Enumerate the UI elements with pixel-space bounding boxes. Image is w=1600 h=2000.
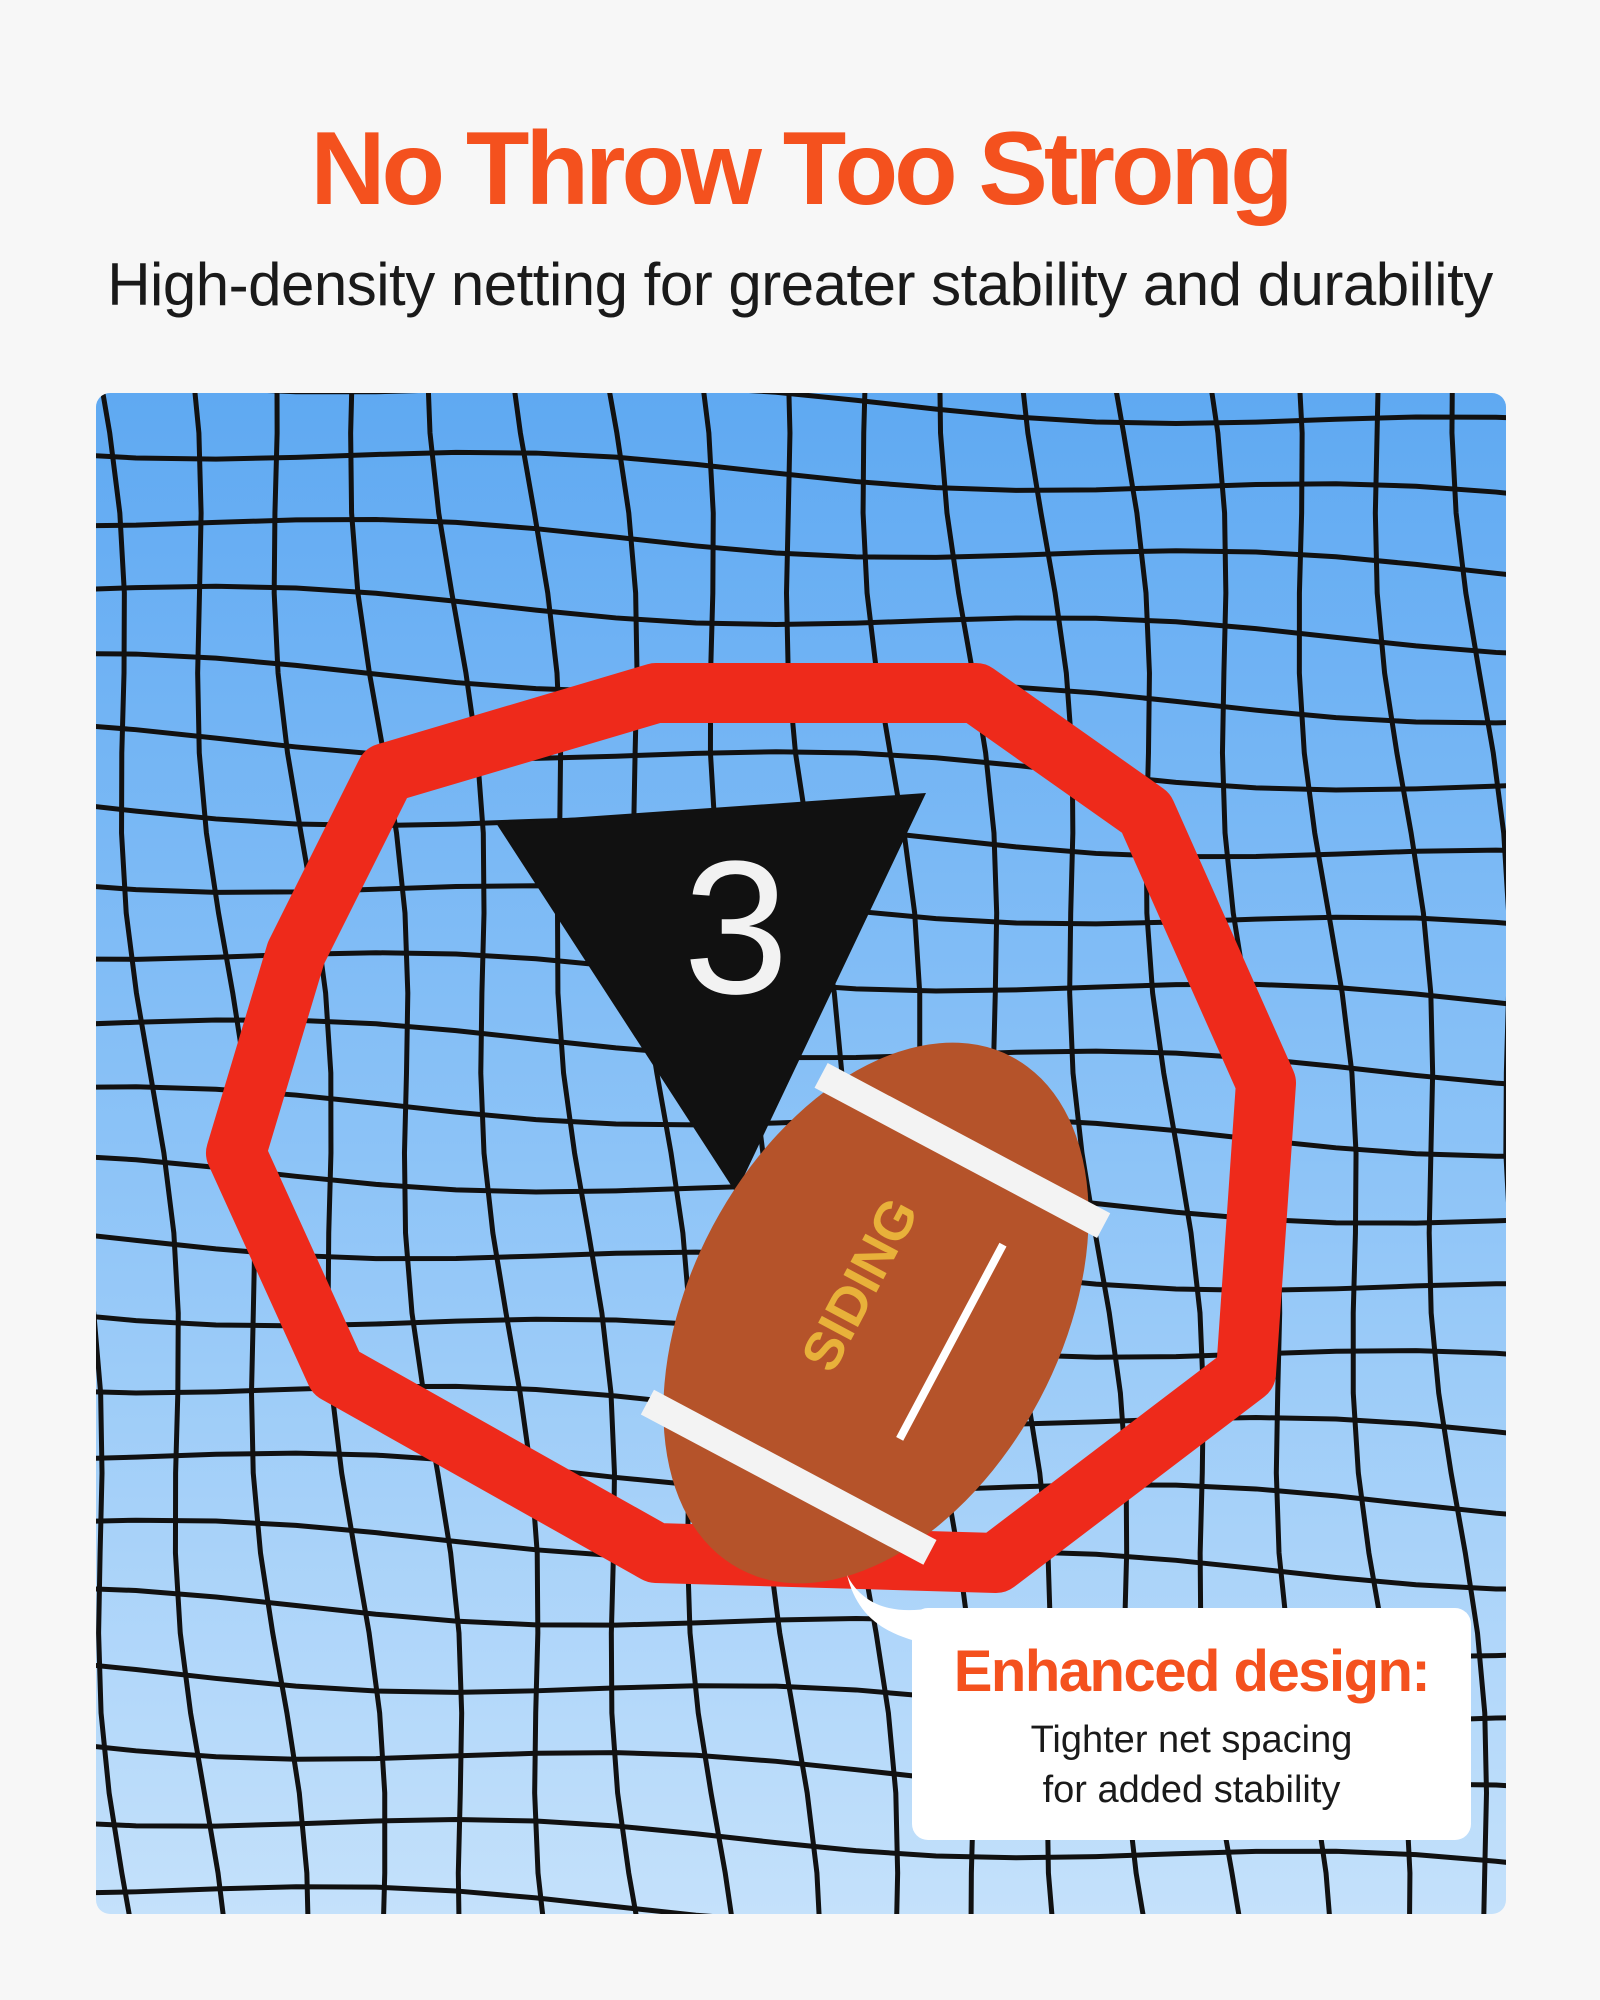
net-strand [96,724,1506,793]
net-strand [96,1817,1506,1865]
net-strand [348,393,465,1914]
net-strand [96,516,1506,577]
net-strand [266,393,1506,427]
callout-title: Enhanced design: [953,1639,1431,1704]
net-strand [100,393,226,1914]
football [640,1042,1111,1584]
net-strand [96,583,1506,656]
page-subtitle: High-density netting for greater stabili… [107,251,1493,318]
net-strand [271,393,388,1914]
product-photo: 3 SIDING [96,393,1506,1914]
callout-line-2: for added stability [1042,1769,1341,1811]
number-flag [496,793,926,1193]
callout-line-1: Tighter net spacing [1030,1719,1353,1761]
net-strand [96,449,1506,496]
net-strand [96,1017,1506,1087]
net-strand [1449,393,1506,1203]
net-illustration: 3 SIDING [96,393,1506,1914]
net-strand [96,1884,713,1914]
net-strand [96,1310,132,1914]
target-number: 3 [683,822,789,1034]
callout-tail [847,1575,932,1645]
callout-box: Enhanced design: Tighter net spacing for… [912,1608,1471,1840]
net-strand [425,393,546,1914]
page-title: No Throw Too Strong [310,111,1293,227]
target-frame [206,663,1296,1593]
